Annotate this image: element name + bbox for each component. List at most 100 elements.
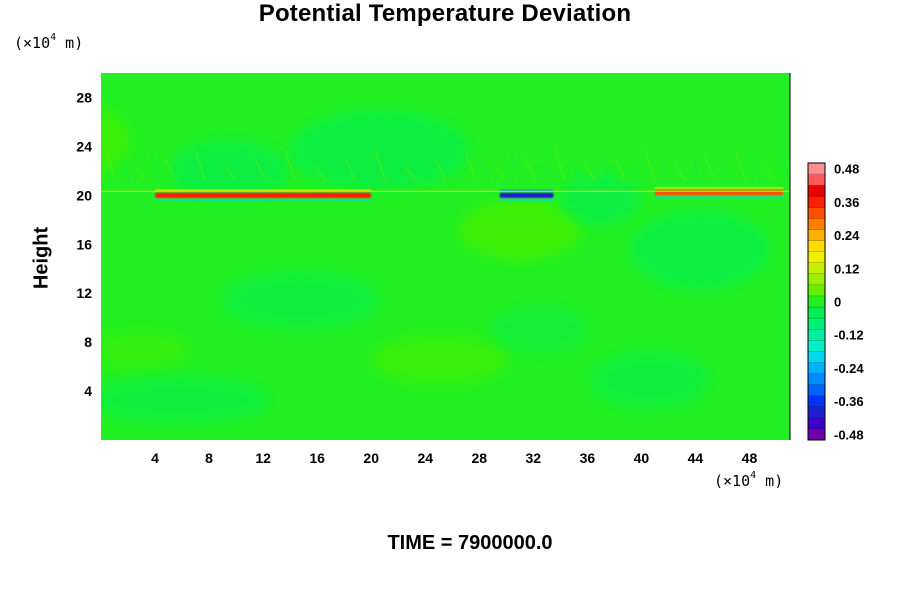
colorbar-segment xyxy=(808,185,825,197)
x-tick-label: 40 xyxy=(634,450,650,466)
x-unit-prefix: (×10 xyxy=(714,472,751,490)
colorbar-segment xyxy=(808,307,825,319)
time-label: TIME = 7900000.0 xyxy=(387,532,553,554)
ripple-stroke xyxy=(374,149,386,181)
anomaly-band xyxy=(155,192,372,198)
colorbar-segment xyxy=(808,428,825,441)
y-tick-label: 12 xyxy=(76,285,92,301)
x-tick-labels: 4 8 12 16 20 24 28 32 36 40 44 48 xyxy=(151,450,757,466)
ripple-stroke xyxy=(659,157,671,181)
colorbar-segment xyxy=(808,251,825,264)
colorbar-tick-label: 0 xyxy=(834,295,841,310)
ripple-stroke xyxy=(344,157,356,181)
ripple-stroke xyxy=(359,165,371,181)
ripple-stroke xyxy=(179,165,191,181)
ripple-stroke xyxy=(494,165,506,181)
ripple-stroke xyxy=(629,165,641,181)
ripple-stroke xyxy=(764,165,776,181)
colorbar-segment xyxy=(808,406,825,419)
anomaly-edge xyxy=(654,186,784,189)
colorbar-segment xyxy=(808,207,825,219)
ripple-stroke xyxy=(119,157,131,181)
colorbar-segment xyxy=(808,163,825,175)
ripple-stroke xyxy=(599,149,611,181)
ripple-stroke xyxy=(434,157,446,181)
colorbar-segment xyxy=(808,417,825,430)
ripple-stroke xyxy=(269,165,281,181)
ripple-stroke xyxy=(194,149,206,181)
colorbar xyxy=(807,162,826,441)
anomaly-layer xyxy=(101,186,790,201)
colorbar-tick-label: 0.12 xyxy=(834,261,859,276)
colorbar-segment xyxy=(808,196,825,208)
ripple-stroke xyxy=(404,165,416,181)
colorbar-tick-label: -0.36 xyxy=(834,394,864,409)
ripple-stroke xyxy=(779,149,790,181)
field-layer xyxy=(101,107,790,425)
colorbar-frame xyxy=(807,162,826,441)
x-tick-label: 48 xyxy=(742,450,758,466)
field-texture xyxy=(630,210,770,290)
colorbar-segment xyxy=(808,295,825,308)
ripple-stroke xyxy=(449,165,461,181)
ripple-stroke xyxy=(524,157,536,181)
colorbar-segment xyxy=(808,329,825,341)
x-tick-label: 16 xyxy=(309,450,325,466)
colorbar-segment xyxy=(808,174,825,186)
colorbar-tick-label: -0.24 xyxy=(834,361,864,376)
ripple-stroke xyxy=(209,157,221,181)
chart-title: Potential Temperature Deviation xyxy=(258,0,632,27)
field-texture xyxy=(590,350,710,410)
field-texture xyxy=(170,140,290,200)
colorbar-segment xyxy=(808,395,825,408)
x-unit-exponent: 4 xyxy=(750,470,757,481)
field-texture xyxy=(370,335,510,385)
ripple-stroke xyxy=(674,165,686,181)
x-unit-label: (×104 m) xyxy=(714,470,784,490)
colorbar-tick-labels: 0.48 0.36 0.24 0.12 0 -0.12 -0.24 -0.36 -0.48 xyxy=(834,162,864,443)
colorbar-segment xyxy=(808,273,825,286)
ripple-stroke xyxy=(569,157,581,181)
colorbar-segment xyxy=(808,318,825,330)
y-tick-label: 24 xyxy=(76,138,92,154)
ripple-stroke xyxy=(644,149,656,181)
y-tick-label: 16 xyxy=(76,236,92,252)
x-unit-suffix: m) xyxy=(756,472,784,490)
field-texture xyxy=(490,305,590,355)
x-tick-label: 24 xyxy=(417,450,433,466)
y-unit-prefix: (×10 xyxy=(14,34,51,52)
x-tick-label: 44 xyxy=(688,450,704,466)
ripple-stroke xyxy=(104,149,116,181)
ripple-stroke xyxy=(464,149,476,181)
ripple-stroke xyxy=(554,149,566,181)
field-texture xyxy=(290,110,470,190)
y-tick-label: 4 xyxy=(84,383,92,399)
ripple-stroke xyxy=(134,165,146,181)
field-texture xyxy=(460,200,580,260)
field-texture xyxy=(560,175,640,225)
colorbar-segment xyxy=(808,384,825,396)
field-texture xyxy=(101,330,190,370)
colorbar-tick-label: -0.48 xyxy=(834,427,864,442)
ripple-stroke xyxy=(389,157,401,181)
x-tick-label: 20 xyxy=(363,450,379,466)
x-tick-label: 8 xyxy=(205,450,213,466)
anomaly-edge xyxy=(155,198,372,201)
ripple-stroke xyxy=(734,149,746,181)
anomaly-edge xyxy=(499,189,554,192)
ripple-stroke xyxy=(584,165,596,181)
anomaly-edge xyxy=(499,198,554,201)
ripple-stroke xyxy=(479,157,491,181)
ripple-stroke xyxy=(509,149,521,181)
colorbar-segment xyxy=(808,229,825,241)
colorbar-segment xyxy=(808,218,825,230)
y-unit-exponent: 4 xyxy=(50,32,57,43)
x-tick-label: 32 xyxy=(526,450,542,466)
field-texture xyxy=(220,270,380,330)
ripple-stroke xyxy=(689,149,701,181)
x-tick-label: 4 xyxy=(151,450,159,466)
ripple-stroke xyxy=(284,149,296,181)
y-tick-label: 28 xyxy=(76,89,92,105)
colorbar-tick-label: 0.48 xyxy=(834,162,859,177)
field-texture xyxy=(101,107,130,173)
